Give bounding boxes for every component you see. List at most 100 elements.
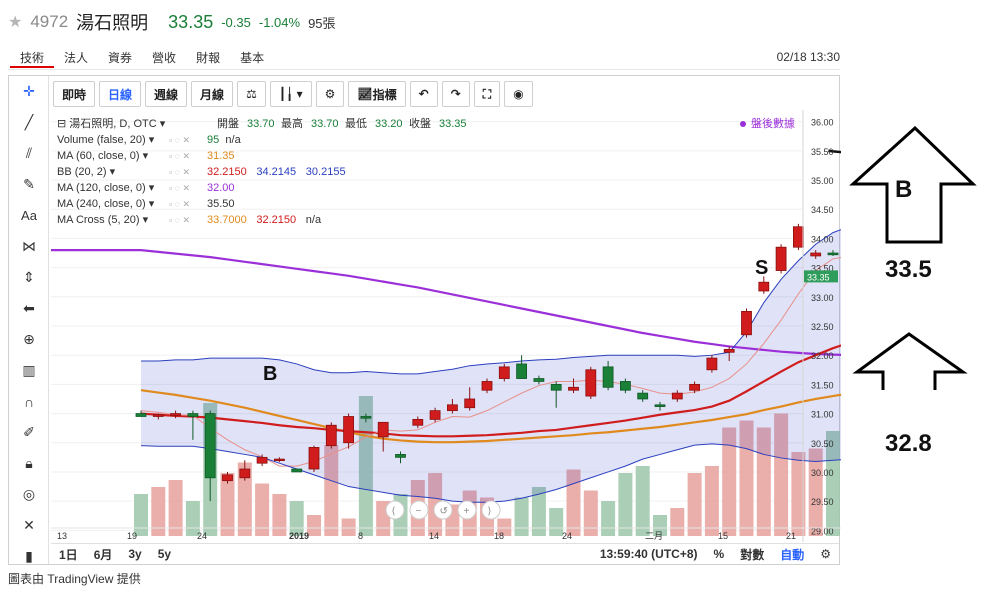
zoom-icon[interactable]: ⊕ xyxy=(23,331,35,347)
fullscreen-icon[interactable]: ⛶ xyxy=(473,81,501,107)
undo-icon[interactable]: ↶ xyxy=(409,81,438,107)
y-tick-label: 30.50 xyxy=(811,439,834,449)
log-toggle[interactable]: 對數 xyxy=(740,547,765,562)
range-6m[interactable]: 6月 xyxy=(93,547,113,562)
pencil-lock-icon[interactable]: ✐ xyxy=(23,424,35,440)
arrow-left-icon[interactable]: ⬅ xyxy=(23,300,35,316)
star-icon[interactable]: ★ xyxy=(8,14,23,31)
volume-bar xyxy=(808,448,823,536)
nav-button[interactable] xyxy=(433,500,453,520)
drawing-toolbar: ✛ ╱ ⫽ ✎ Aa ⋈ ⇕ ⬅ ⊕ ▥ ∩ ✐ 🔒︎ ◎ ✕ ▮ xyxy=(9,76,49,564)
volume-bar xyxy=(791,452,806,536)
lock-icon[interactable]: 🔒︎ xyxy=(25,455,33,471)
camera-icon[interactable]: ◉ xyxy=(504,81,533,107)
candle-body xyxy=(308,447,320,470)
x-tick-label: 21 xyxy=(786,531,796,541)
interval-realtime-button[interactable]: 即時 xyxy=(53,81,96,107)
price-change-pct: -1.04% xyxy=(258,14,301,30)
candle-body xyxy=(810,252,822,257)
candle-body xyxy=(446,404,458,412)
candle-body xyxy=(793,226,804,248)
x-tick-label: 二月 xyxy=(645,531,663,541)
indicators-button[interactable]: 📈︎ 指標 xyxy=(348,81,406,107)
eye-icon[interactable]: ◎ xyxy=(22,486,36,502)
tab-margin[interactable]: 資券 xyxy=(108,51,133,65)
candle-body xyxy=(239,468,251,479)
brush-icon[interactable]: ✎ xyxy=(23,176,35,192)
y-tick-label: 29.00 xyxy=(811,526,834,536)
wrench-icon[interactable]: ✕ xyxy=(23,517,35,533)
right-b-label: B xyxy=(895,176,913,203)
trendline-icon[interactable]: ╱ xyxy=(24,114,34,130)
fib-icon[interactable]: ⫽ xyxy=(25,145,33,161)
magnet-icon[interactable]: ∩ xyxy=(23,393,35,410)
auto-toggle[interactable]: 自動 xyxy=(780,547,805,562)
series-line-bb-20-2- xyxy=(140,344,841,438)
legend-row-icons: ▫ ◌ ✕ xyxy=(169,199,190,209)
volume-bar xyxy=(635,466,650,536)
legend-row-value: 32.2150 xyxy=(207,166,247,178)
interval-monthly-button[interactable]: 月線 xyxy=(191,81,234,107)
nav-button[interactable] xyxy=(409,500,429,520)
candle-body xyxy=(602,366,614,388)
tab-technical[interactable]: 技術 xyxy=(10,48,55,68)
volume-bar xyxy=(549,508,564,536)
ruler-icon[interactable]: ▥ xyxy=(22,362,36,378)
tab-revenue[interactable]: 營收 xyxy=(152,51,177,65)
y-tick-label: 35.00 xyxy=(811,176,834,186)
interval-weekly-button[interactable]: 週線 xyxy=(145,81,188,107)
range-5y[interactable]: 5y xyxy=(157,547,172,561)
interval-daily-button[interactable]: 日線 xyxy=(99,81,142,107)
price-chart[interactable]: 36.00 35.50 35.00 34.50 34.00 33.50 33.00 32.50… xyxy=(51,110,841,542)
series-line-ma-60-close-0- xyxy=(140,389,841,444)
after-hours-mark xyxy=(828,149,841,154)
text-tool-icon[interactable]: Aa xyxy=(21,208,37,223)
bollinger-band-fill xyxy=(141,229,841,503)
quote-header: ★ 4972 湯石照明 33.35 -0.35 -1.04% 95張 xyxy=(8,8,336,36)
volume-bar xyxy=(601,501,616,536)
legend-row-value: 34.2145 xyxy=(256,166,296,178)
candle-body xyxy=(775,246,787,271)
buy-mark: B xyxy=(263,363,277,385)
legend-row-value: 32.2150 xyxy=(256,214,296,226)
y-tick-label: 33.50 xyxy=(811,264,834,274)
volume-text: 95張 xyxy=(308,15,336,31)
candle-body xyxy=(671,392,683,400)
y-tick-label: 35.50 xyxy=(811,147,834,157)
trash-icon[interactable]: ▮ xyxy=(25,548,33,564)
range-1d[interactable]: 1日 xyxy=(59,547,78,562)
measure-icon[interactable]: ⇕ xyxy=(23,269,35,285)
volume-bar xyxy=(168,480,183,536)
candle-body xyxy=(204,413,216,479)
legend-row-value: 33.7000 xyxy=(207,214,247,226)
up-arrow-outline-1 xyxy=(849,125,977,244)
candle-style-icon[interactable]: ┃╽ ▾ xyxy=(269,81,312,107)
volume-bar xyxy=(497,518,512,536)
volume-bar xyxy=(514,497,529,536)
candle-body xyxy=(325,424,337,447)
crosshair-icon[interactable]: ✛ xyxy=(23,83,35,99)
legend-high-value: 33.70 xyxy=(311,118,339,130)
legend-low-value: 33.20 xyxy=(375,118,403,130)
tab-basic[interactable]: 基本 xyxy=(240,51,265,65)
tab-institutional[interactable]: 法人 xyxy=(64,51,89,65)
candle-body xyxy=(464,398,476,409)
gear-icon[interactable]: ⚙ xyxy=(820,547,831,561)
percent-toggle[interactable]: % xyxy=(713,547,725,561)
nav-button[interactable] xyxy=(481,500,501,520)
candle-body xyxy=(481,381,493,391)
compare-icon[interactable]: ⚖ xyxy=(237,81,266,107)
nav-button[interactable] xyxy=(457,500,477,520)
nav-glyph: − xyxy=(416,506,422,517)
settings-icon[interactable]: ⚙ xyxy=(315,81,345,107)
volume-bar xyxy=(704,466,719,536)
range-3y[interactable]: 3y xyxy=(128,547,142,561)
legend-row-value: n/a xyxy=(225,134,241,146)
last-price-label: 33.35 xyxy=(807,272,830,282)
tab-financials[interactable]: 財報 xyxy=(196,51,221,65)
candle-body xyxy=(706,357,718,371)
pattern-icon[interactable]: ⋈ xyxy=(22,238,36,254)
nav-button[interactable] xyxy=(385,500,405,520)
redo-icon[interactable]: ↷ xyxy=(441,81,470,107)
candle-body xyxy=(654,404,666,407)
